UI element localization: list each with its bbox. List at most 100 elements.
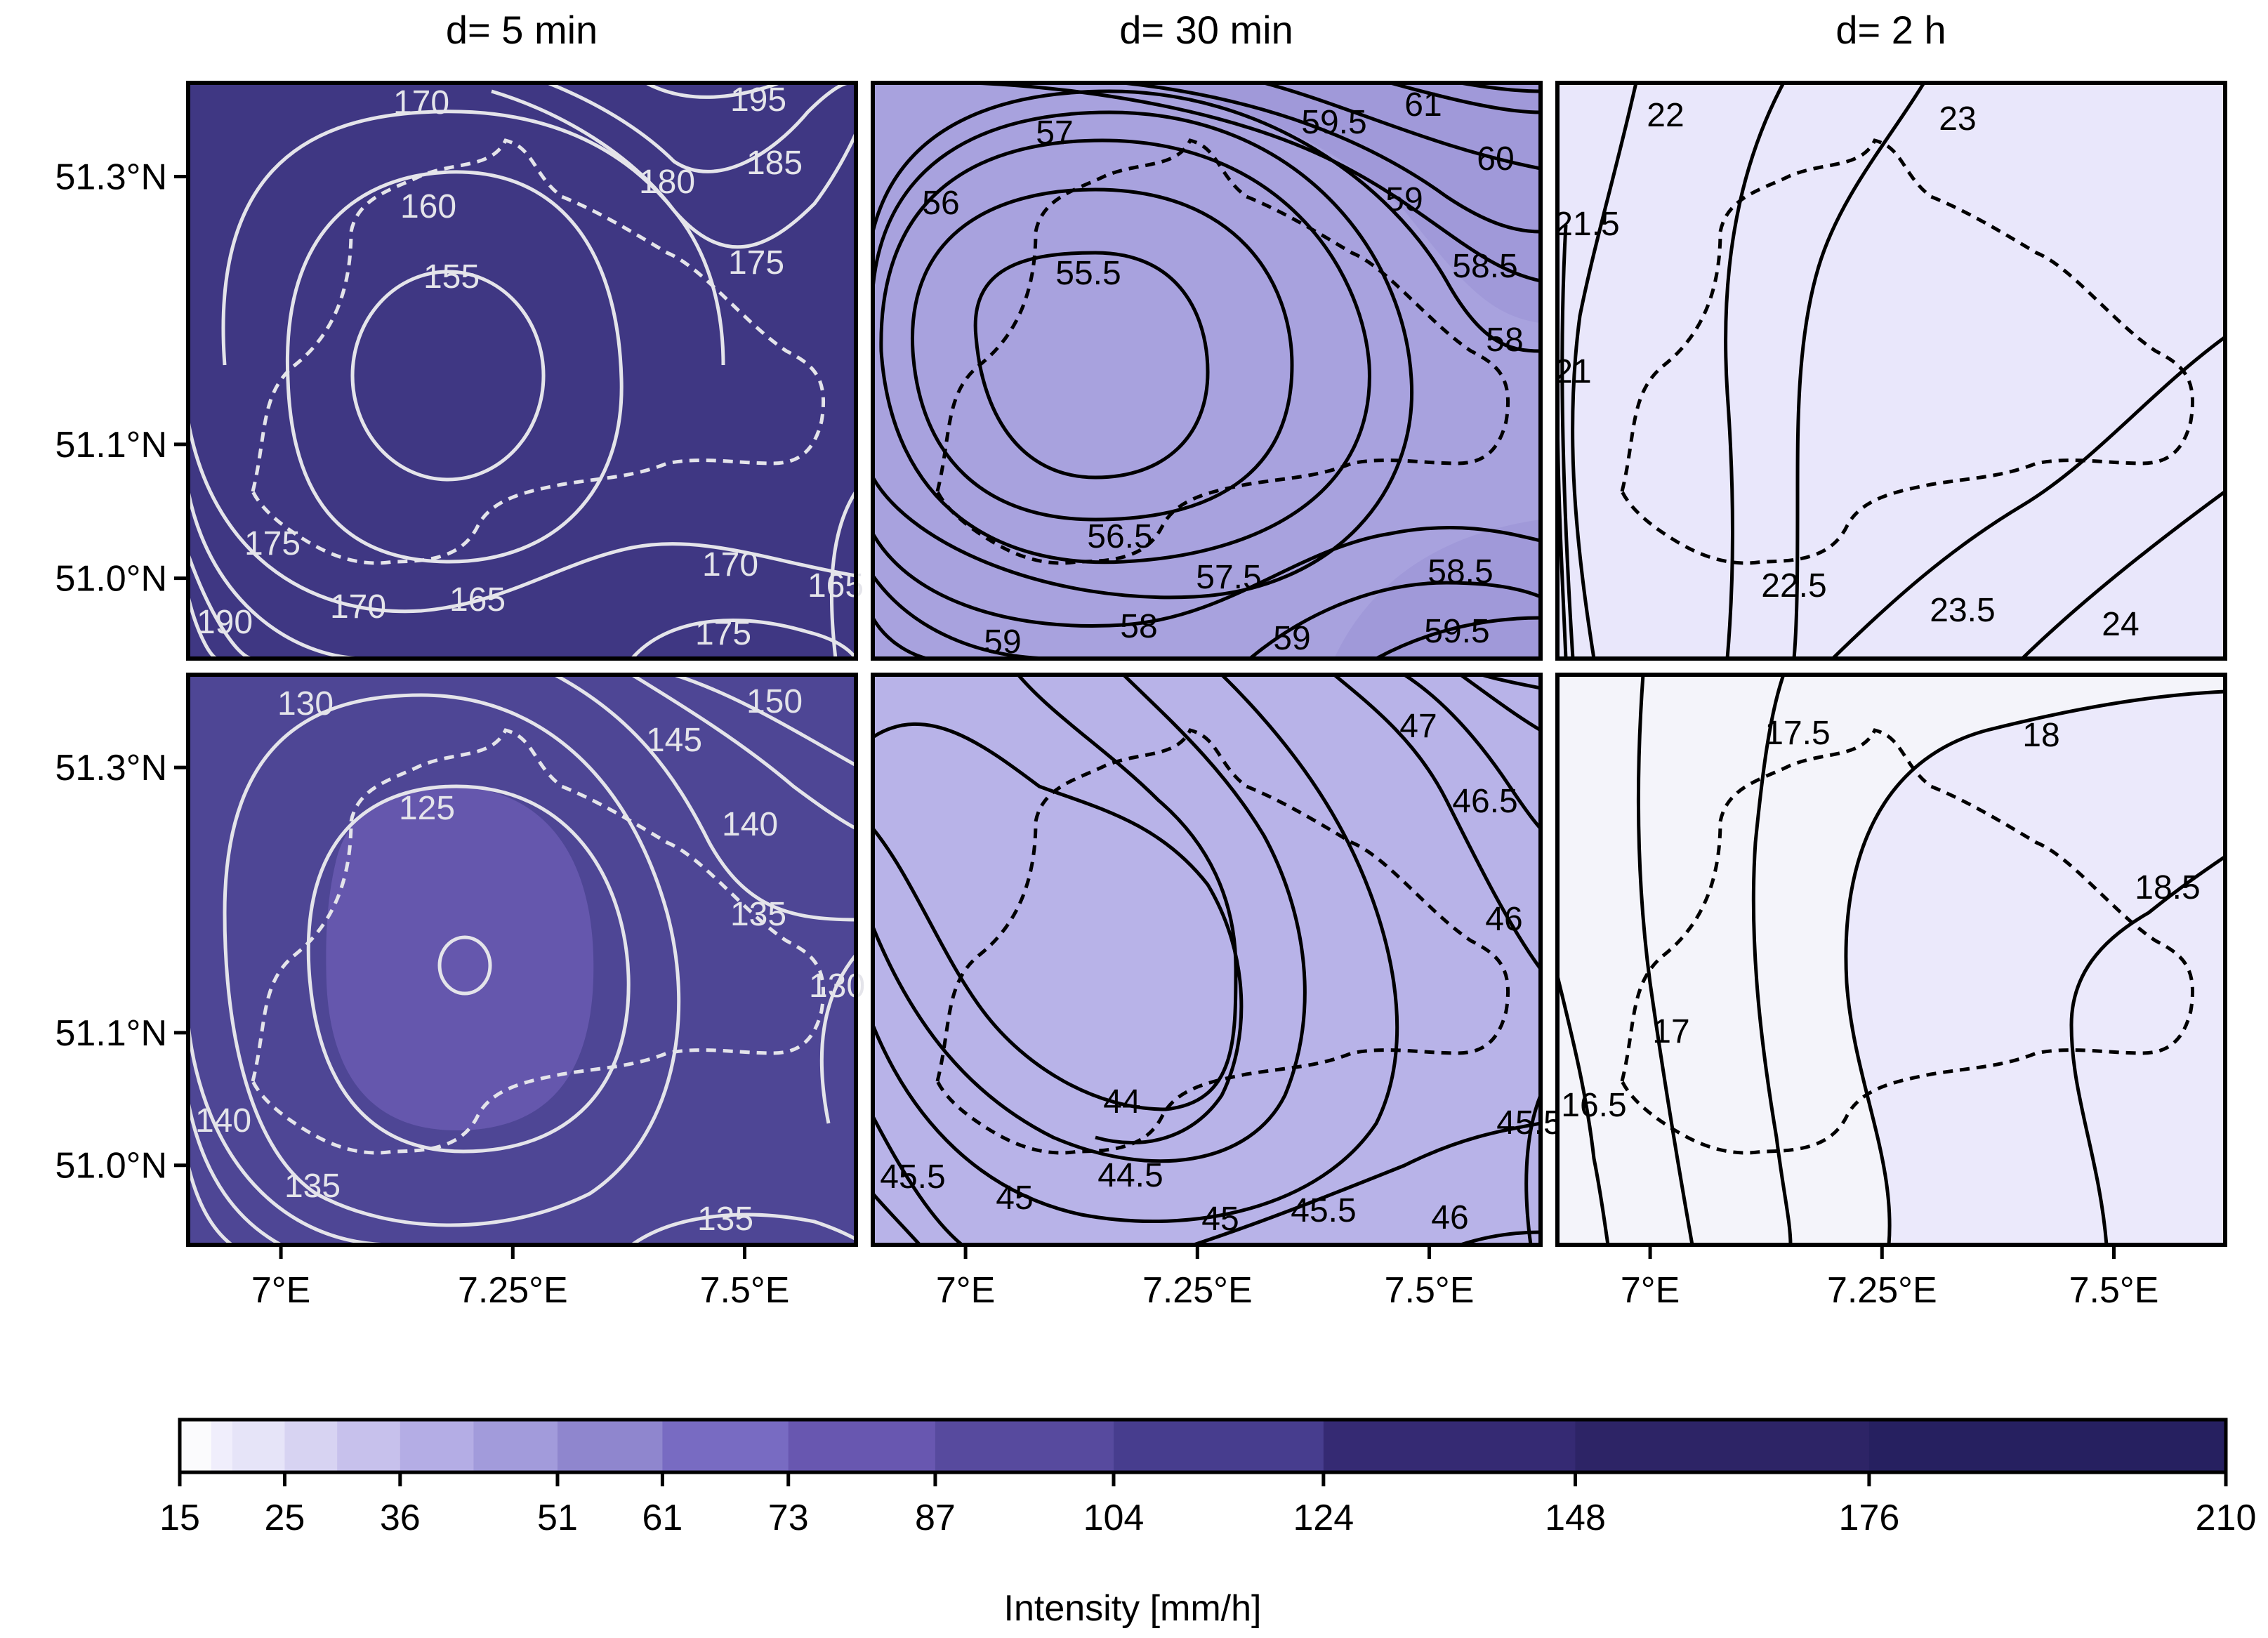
panel-2h-bottom: 17.5 18 18.5 17 16.5 — [1555, 673, 2227, 1247]
contour-label: 21.5 — [1554, 206, 1619, 243]
contour-label: 59.5 — [1301, 104, 1366, 141]
contour-label: 55.5 — [1055, 255, 1121, 292]
contour-label: 130 — [277, 685, 334, 722]
colorbar-swatch — [935, 1420, 1114, 1472]
contour-label: 22 — [1647, 97, 1684, 134]
contour-label: 57.5 — [1196, 559, 1261, 596]
contour-label: 22.5 — [1761, 567, 1826, 605]
x-tick-label: 7.25°E — [1142, 1270, 1253, 1311]
contour-label: 170 — [393, 84, 449, 121]
colorbar-swatch — [1323, 1420, 1576, 1472]
contour-label: 175 — [695, 615, 751, 652]
colorbar-tick-label: 148 — [1545, 1498, 1606, 1538]
x-tick-label: 7.25°E — [458, 1270, 568, 1311]
axes: 51.3°N 51.1°N 51.0°N 51.3°N 51.1°N 51.0°N 7°E 7… — [55, 157, 2158, 1311]
contour-label: 175 — [244, 525, 301, 562]
boundary-line — [251, 138, 826, 565]
panel-5min-top: 195 170 185 180 160 175 155 175 170 165 … — [186, 81, 864, 661]
contour-label: 44.5 — [1097, 1157, 1163, 1194]
x-tick-label: 7.5°E — [700, 1270, 790, 1311]
contour-label: 18 — [2022, 717, 2059, 754]
colorbar-swatch — [1575, 1420, 1870, 1472]
x-tick-label: 7.5°E — [2069, 1270, 2159, 1311]
contour-label: 135 — [284, 1168, 341, 1205]
colorbar-swatch — [284, 1420, 338, 1472]
contour-label: 59.5 — [1424, 613, 1489, 650]
colorbar-tick-label: 25 — [265, 1498, 305, 1538]
contour-label: 46 — [1485, 901, 1522, 938]
contour-lines — [873, 675, 1541, 1245]
colorbar-tick-label: 87 — [915, 1498, 956, 1538]
contour-label: 23.5 — [1930, 592, 1995, 629]
contour-label: 140 — [195, 1102, 251, 1140]
contour-labels: 22 23 21.5 21 22.5 23.5 24 — [1554, 97, 2139, 643]
panel-frame — [186, 673, 858, 1247]
contour-label: 24 — [2102, 606, 2139, 643]
contour-label: 18.5 — [2135, 869, 2200, 906]
y-tick-label: 51.1°N — [55, 425, 167, 465]
y-tick-label: 51.0°N — [55, 559, 167, 600]
panel-5min-bottom: 130 150 145 125 140 135 130 140 135 135 — [186, 673, 865, 1247]
panel-frame — [186, 81, 858, 661]
contour-label: 165 — [449, 581, 506, 619]
contour-label: 59 — [984, 623, 1021, 661]
y-tick-label: 51.1°N — [55, 1013, 167, 1054]
x-tick-label: 7°E — [251, 1270, 310, 1311]
contour-label: 46 — [1431, 1199, 1468, 1236]
colorbar-swatch — [788, 1420, 936, 1472]
contour-label: 46.5 — [1452, 783, 1517, 820]
colorbar-tick-label: 61 — [642, 1498, 683, 1538]
boundary-line — [1620, 728, 2195, 1155]
contour-labels: 195 170 185 180 160 175 155 175 170 165 … — [197, 81, 864, 652]
colorbar-swatch — [473, 1420, 558, 1472]
contour-label: 21 — [1554, 353, 1591, 390]
contour-label: 180 — [639, 164, 695, 201]
colorbar-tick-label: 36 — [380, 1498, 421, 1538]
contour-label: 170 — [330, 588, 386, 626]
contour-label: 57 — [1036, 114, 1073, 152]
contour-label: 16.5 — [1561, 1087, 1626, 1124]
contour-label: 45.5 — [1291, 1192, 1356, 1229]
colorbar-swatch — [1868, 1420, 2227, 1472]
x-tick-label: 7°E — [1621, 1270, 1680, 1311]
colorbar-swatch — [400, 1420, 474, 1472]
x-tick-label: 7.25°E — [1827, 1270, 1937, 1311]
colorbar-tick-label: 176 — [1839, 1498, 1900, 1538]
contour-lines — [873, 83, 1541, 659]
contour-label: 23 — [1939, 100, 1976, 138]
contour-label: 47 — [1399, 708, 1437, 745]
contour-label: 185 — [746, 145, 803, 182]
contour-lines — [188, 83, 856, 659]
contour-label: 140 — [722, 806, 778, 843]
contour-label: 56.5 — [1087, 518, 1152, 555]
panel-frame — [1555, 81, 2227, 661]
panel-background — [1557, 83, 2225, 659]
colorbar-tick-label: 15 — [159, 1498, 200, 1538]
contour-label: 58.5 — [1452, 248, 1517, 285]
colorbar-swatch — [337, 1420, 401, 1472]
column-title-1: d= 5 min — [446, 8, 598, 52]
contour-labels: 61 57 59.5 60 56 59 55.5 58.5 58 56.5 57… — [922, 86, 1523, 661]
contour-label: 61 — [1404, 86, 1442, 124]
fill-band — [1845, 692, 2225, 1245]
contour-label: 59 — [1385, 181, 1423, 218]
contour-label: 190 — [197, 604, 253, 641]
y-tick-label: 51.3°N — [55, 157, 167, 197]
x-tick-label: 7.5°E — [1385, 1270, 1475, 1311]
contour-labels: 47 46.5 46 44 45.5 44.5 45.5 45 45 45.5 … — [880, 708, 1562, 1238]
contour-label: 17.5 — [1765, 715, 1830, 752]
contour-label: 135 — [730, 896, 786, 933]
inner-fill — [326, 786, 594, 1130]
contour-label: 56 — [922, 185, 959, 222]
panel-frame — [871, 673, 1543, 1247]
panel-2h-top: 22 23 21.5 21 22.5 23.5 24 — [1554, 81, 2227, 661]
contour-label: 175 — [728, 244, 784, 282]
colorbar-tick-label: 51 — [537, 1498, 578, 1538]
colorbar-tick-label: 124 — [1293, 1498, 1354, 1538]
contour-label: 17 — [1652, 1013, 1689, 1050]
x-tick-label: 7°E — [936, 1270, 995, 1311]
contour-label: 145 — [646, 722, 702, 759]
contour-label: 58.5 — [1428, 553, 1493, 590]
colorbar-swatch — [662, 1420, 789, 1472]
